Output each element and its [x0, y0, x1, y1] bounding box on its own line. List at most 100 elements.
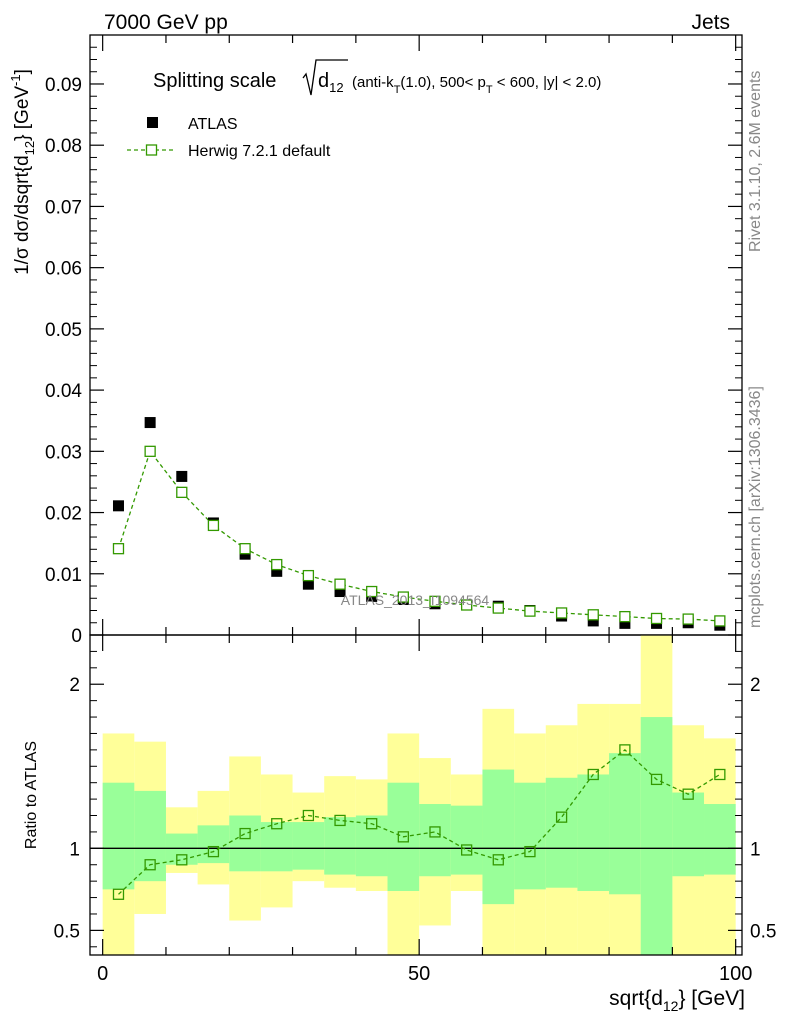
subtitle-sub-2: T — [486, 84, 493, 96]
ratio-herwig-point — [429, 826, 441, 838]
title-var-sub: 12 — [329, 80, 343, 95]
main-y-ticks: 0 0.01 0.02 0.03 0.04 0.05 0.06 0.07 0.08 0.09 — [45, 34, 742, 647]
ratio-herwig-point — [587, 768, 599, 781]
title-variable: d12 — [318, 70, 344, 95]
ratio-band-inner — [672, 792, 705, 877]
ylabel-part-2: } [GeV — [12, 86, 33, 141]
energy-label: 7000 GeV pp — [104, 11, 228, 34]
legend-atlas-label: ATLAS — [188, 116, 238, 133]
ratio-y-tick-label-right: 1 — [750, 839, 761, 860]
ratio-herwig-point — [334, 814, 346, 827]
ratio-herwig-point — [366, 818, 378, 830]
herwig-data-point — [334, 578, 346, 590]
main-y-tick-label: 0.08 — [45, 136, 82, 157]
herwig-data-point — [682, 613, 694, 625]
ratio-band-inner — [260, 822, 293, 872]
ratio-y-tick-label-right: 2 — [750, 675, 761, 696]
ratio-band-inner — [165, 833, 198, 865]
ratio-plot-marks — [90, 744, 742, 900]
ratio-band-inner — [640, 717, 673, 955]
atlas-data-point — [176, 470, 188, 482]
ratio-band-inner — [197, 825, 230, 864]
main-y-tick-label: 0.04 — [45, 381, 82, 402]
title-var: d — [318, 70, 329, 92]
herwig-data-point — [207, 519, 220, 532]
x-tick-label: 100 — [719, 963, 752, 985]
atlas-data-point — [302, 578, 314, 590]
ratio-band-inner — [292, 822, 325, 870]
ratio-herwig-point — [144, 859, 156, 871]
ratio-herwig-point — [714, 768, 726, 781]
ratio-band-inner — [514, 782, 546, 890]
herwig-data-point — [144, 445, 156, 457]
x-tick-label: 50 — [408, 963, 430, 985]
ratio-band-inner — [134, 790, 166, 882]
atlas-data-point — [334, 586, 346, 598]
herwig-data-point — [397, 591, 409, 603]
atlas-data-point — [587, 615, 599, 627]
atlas-data-point — [112, 500, 124, 512]
herwig-data-point — [271, 558, 283, 571]
main-y-tick-label: 0.05 — [45, 320, 82, 341]
ylabel-sub: 12 — [22, 141, 37, 155]
ratio-herwig-point — [302, 809, 315, 822]
herwig-data-point — [302, 569, 315, 582]
herwig-data-point — [366, 585, 378, 598]
main-panel: 0 0.01 0.02 0.03 0.04 0.05 0.06 0.07 0.08 0.09 AT… — [8, 34, 743, 647]
herwig-data-point — [650, 612, 663, 625]
ratio-frame — [89, 634, 743, 956]
rivet-version-label: Rivet 3.1.10, 2.6M events — [747, 71, 764, 252]
chart-subtitle: (anti-kT(1.0), 500< pT < 600, |y| < 2.0) — [352, 74, 601, 96]
atlas-data-point — [144, 417, 156, 429]
main-y-axis-label: 1/σ dσ/dsqrt{d12} [GeV-1] — [8, 69, 37, 275]
legend: ATLAS Herwig 7.2.1 default — [127, 116, 331, 160]
herwig-data-point — [524, 605, 536, 617]
main-y-tick-label: 0.07 — [45, 197, 82, 218]
main-plot-marks — [112, 417, 726, 631]
ratio-y-tick-label: 0.5 — [54, 921, 80, 942]
ratio-herwig-point — [555, 811, 568, 823]
ratio-band-inner — [229, 815, 261, 872]
ratio-herwig-point — [176, 854, 188, 866]
xlabel-part-2: } [GeV] — [678, 987, 745, 1010]
herwig-data-point — [112, 543, 125, 555]
herwig-data-point — [460, 599, 473, 611]
subtitle-part-3: < 600, |y| < 2.0) — [493, 74, 602, 91]
legend-herwig-label: Herwig 7.2.1 default — [188, 143, 331, 160]
herwig-data-point — [619, 610, 631, 623]
ratio-panel: 0.5 0.51 12 2 0 50 100 Ratio to ATLAS sqrt{d1… — [23, 634, 776, 1014]
xlabel-part-1: sqrt{d — [609, 987, 663, 1010]
ratio-y-tick-label: 2 — [69, 675, 80, 696]
subtitle-part-1: (anti-k — [352, 74, 394, 91]
analysis-watermark: ATLAS_2013_I1094564 — [341, 592, 490, 608]
main-y-tick-label: 0 — [71, 626, 82, 647]
ratio-herwig-point — [524, 845, 536, 858]
xlabel-sub: 12 — [663, 998, 679, 1014]
ratio-band-inner — [450, 805, 483, 875]
ratio-herwig-point — [460, 844, 473, 856]
ratio-herwig-point — [207, 845, 220, 858]
x-tick-label: 0 — [97, 963, 108, 985]
herwig-data-point — [429, 595, 441, 607]
ratio-y-axis-label: Ratio to ATLAS — [23, 741, 40, 849]
ratio-band-inner — [324, 817, 356, 875]
ratio-herwig-point — [682, 788, 694, 800]
subtitle-sub-1: T — [394, 84, 401, 96]
ratio-y-tick-label: 1 — [69, 839, 80, 860]
ratio-herwig-point — [112, 888, 125, 900]
category-label: Jets — [691, 11, 730, 34]
x-axis-label: sqrt{d12} [GeV] — [609, 987, 745, 1014]
ratio-band-inner — [577, 774, 610, 891]
herwig-data-point — [714, 615, 726, 627]
ratio-y-ticks: 0.5 0.5 1 1 2 2 — [54, 650, 776, 948]
legend-atlas-marker — [147, 117, 158, 128]
ratio-band-inner — [102, 782, 135, 890]
main-x-ticks — [102, 35, 737, 635]
ratio-herwig-point — [397, 831, 409, 843]
ratio-herwig-point — [619, 744, 631, 756]
main-y-tick-label: 0.03 — [45, 442, 82, 463]
chart-title: Splitting scale — [153, 70, 276, 92]
atlas-data-point — [271, 565, 283, 577]
atlas-data-point — [619, 617, 631, 629]
